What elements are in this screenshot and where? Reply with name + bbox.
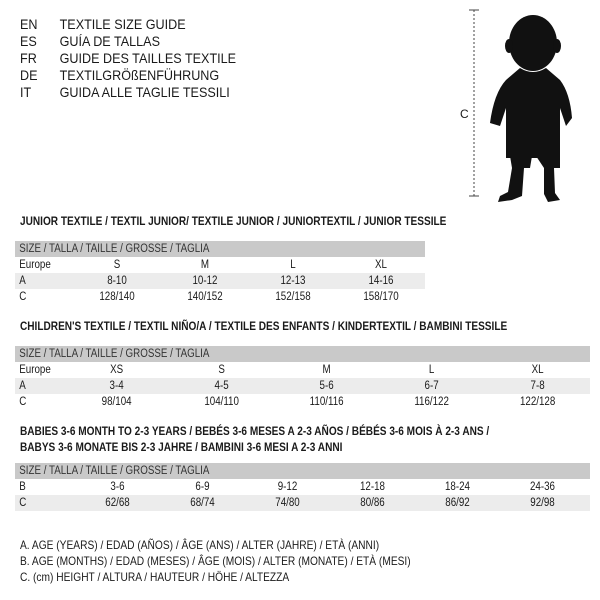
table-cell: 92/98 <box>530 497 555 509</box>
table-cell: M <box>322 364 331 376</box>
table-cell: M <box>200 259 210 271</box>
language-code: IT <box>20 84 32 100</box>
size-header: SIZE / TALLA / TAILLE / GRÖSSE / TAGLIA <box>19 465 210 477</box>
row-label: C <box>19 291 27 303</box>
table-cell: L <box>429 364 435 376</box>
babies-size-table: SIZE / TALLA / TAILLE / GRÖSSE / TAGLIA B… <box>15 463 590 511</box>
table-cell: XL <box>531 364 544 376</box>
table-cell: 74/80 <box>275 497 300 509</box>
table-cell: 12-13 <box>280 275 306 287</box>
children-size-table: SIZE / TALLA / TAILLE / GRÖSSE / TAGLIA E… <box>15 346 590 410</box>
language-code: ES <box>20 33 37 49</box>
header-line: DE TEXTILGRÖßENFÜHRUNG <box>20 67 219 84</box>
table-cell: 12-18 <box>359 481 385 493</box>
height-label: C <box>460 107 469 121</box>
size-header-row: SIZE / TALLA / TAILLE / GRÖSSE / TAGLIA <box>15 241 425 257</box>
table-row: B 3-6 6-9 9-12 12-18 18-24 24-36 <box>15 479 590 495</box>
table-row: C 98/104 104/110 110/116 116/122 122/128 <box>15 394 590 410</box>
table-cell: 14-16 <box>368 275 394 287</box>
table-cell: 86/92 <box>445 497 470 509</box>
table-row: A 8-10 10-12 12-13 14-16 <box>15 273 425 289</box>
junior-size-table: SIZE / TALLA / TAILLE / GRÖSSE / TAGLIA E… <box>15 241 425 305</box>
table-cell: 122/128 <box>519 396 556 408</box>
row-label: A <box>19 275 26 287</box>
table-row: C 128/140 140/152 152/158 158/170 <box>15 289 425 305</box>
row-label: A <box>19 380 26 392</box>
table-cell: 98/104 <box>101 396 132 408</box>
table-cell: L <box>290 259 296 271</box>
legend-c: C. (cm) HEIGHT / ALTURA / HAUTEUR / HÖHE… <box>20 570 290 584</box>
table-cell: 4-5 <box>214 380 229 392</box>
table-cell: XS <box>109 364 123 376</box>
row-label: C <box>19 497 27 509</box>
table-cell: 152/158 <box>275 291 311 303</box>
size-header-row: SIZE / TALLA / TAILLE / GRÖSSE / TAGLIA <box>15 346 590 362</box>
legend-b: B. AGE (MONTHS) / EDAD (MESES) / ÂGE (MO… <box>20 554 411 568</box>
header-line: IT GUIDA ALLE TAGLIE TESSILI <box>20 84 230 101</box>
header-line: FR GUIDE DES TAILLES TEXTILE <box>20 50 236 67</box>
header-text: TEXTILE SIZE GUIDE <box>59 16 186 32</box>
header-line: EN TEXTILE SIZE GUIDE <box>20 16 186 33</box>
table-row: A 3-4 4-5 5-6 6-7 7-8 <box>15 378 590 394</box>
row-label: C <box>19 396 27 408</box>
table-cell: 128/140 <box>99 291 135 303</box>
table-cell: 80/86 <box>360 497 385 509</box>
junior-title: JUNIOR TEXTILE / TEXTIL JUNIOR/ TEXTILE … <box>20 214 447 228</box>
table-cell: 6-7 <box>425 380 440 392</box>
table-cell: 7-8 <box>530 380 545 392</box>
table-cell: 8-10 <box>107 275 127 287</box>
header-text: GUÍA DE TALLAS <box>59 33 160 49</box>
table-cell: 68/74 <box>190 497 215 509</box>
table-row: Europe XS S M L XL <box>15 362 590 378</box>
header-text: GUIDE DES TAILLES TEXTILE <box>59 50 237 66</box>
header-text: TEXTILGRÖßENFÜHRUNG <box>59 67 220 83</box>
header-text: GUIDA ALLE TAGLIE TESSILI <box>59 84 230 100</box>
row-label: Europe <box>19 364 51 376</box>
language-code: EN <box>20 16 38 32</box>
table-cell: S <box>218 364 225 376</box>
size-header: SIZE / TALLA / TAILLE / GRÖSSE / TAGLIA <box>19 243 210 255</box>
children-title: CHILDREN'S TEXTILE / TEXTIL NIÑO/A / TEX… <box>20 319 508 333</box>
table-cell: 18-24 <box>444 481 470 493</box>
table-cell: 104/110 <box>204 396 239 408</box>
table-cell: 116/122 <box>414 396 450 408</box>
legend-a: A. AGE (YEARS) / EDAD (AÑOS) / ÂGE (ANS)… <box>20 538 380 552</box>
babies-title-line1: BABIES 3-6 MONTH TO 2-3 YEARS / BEBÉS 3-… <box>20 424 490 438</box>
table-row: C 62/68 68/74 74/80 80/86 86/92 92/98 <box>15 495 590 511</box>
table-cell: 5-6 <box>319 380 334 392</box>
table-cell: S <box>113 259 121 271</box>
table-cell: 140/152 <box>187 291 223 303</box>
table-cell: 158/170 <box>363 291 399 303</box>
table-cell: 9-12 <box>277 481 298 493</box>
table-cell: 3-6 <box>110 481 125 493</box>
table-row: Europe S M L XL <box>15 257 425 273</box>
size-header-row: SIZE / TALLA / TAILLE / GRÖSSE / TAGLIA <box>15 463 590 479</box>
header-line: ES GUÍA DE TALLAS <box>20 33 160 50</box>
child-silhouette-icon <box>469 9 572 202</box>
table-cell: 10-12 <box>192 275 218 287</box>
language-code: DE <box>20 67 38 83</box>
size-header: SIZE / TALLA / TAILLE / GRÖSSE / TAGLIA <box>19 348 210 360</box>
table-cell: 62/68 <box>105 497 130 509</box>
table-cell: 110/116 <box>309 396 344 408</box>
babies-title-line2: BABYS 3-6 MONATE BIS 2-3 JAHRE / BAMBINI… <box>20 440 343 454</box>
table-cell: XL <box>375 259 387 271</box>
table-cell: 24-36 <box>529 481 555 493</box>
table-cell: 3-4 <box>109 380 124 392</box>
row-label: Europe <box>19 259 51 271</box>
language-code: FR <box>20 50 37 66</box>
table-cell: 6-9 <box>195 481 210 493</box>
row-label: B <box>19 481 26 493</box>
